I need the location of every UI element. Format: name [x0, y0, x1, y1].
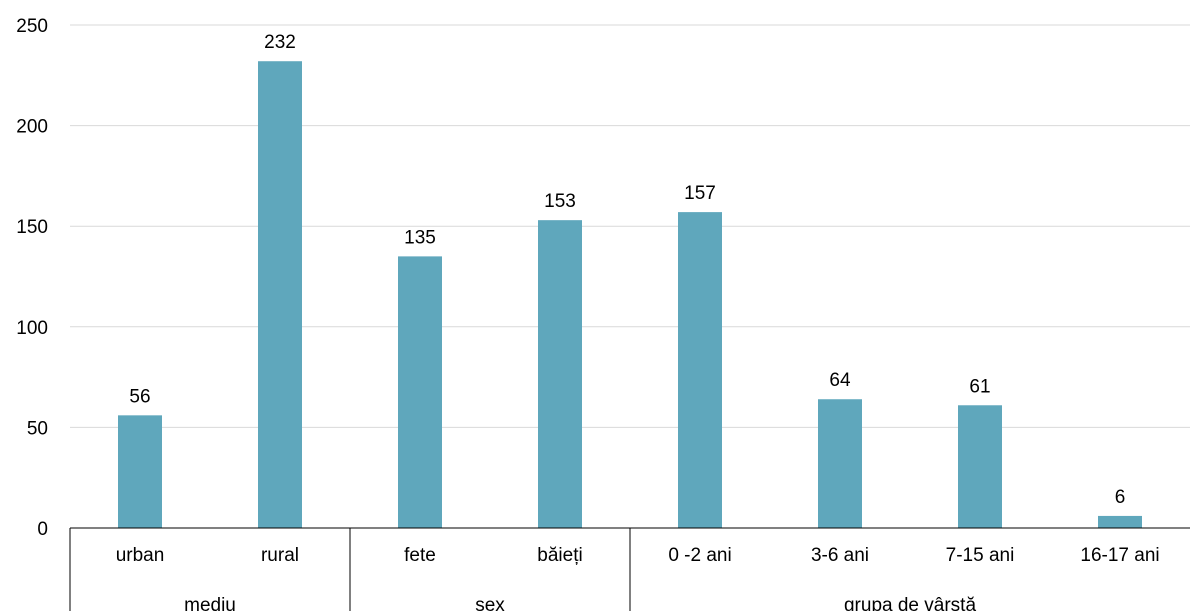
y-tick-label: 200	[16, 117, 48, 138]
bar	[398, 256, 442, 528]
category-label: fete	[404, 545, 436, 566]
category-label: 3-6 ani	[811, 545, 869, 566]
category-axis: urban rural fete băieți 0 -2 ani 3-6 ani 7-15 …	[69, 527, 1190, 611]
bar	[678, 212, 722, 528]
data-label: 64	[829, 370, 851, 391]
bar	[958, 405, 1002, 528]
y-tick-label: 150	[16, 217, 48, 238]
data-label: 56	[129, 386, 150, 407]
bar	[258, 61, 302, 528]
data-label: 135	[404, 227, 436, 248]
group-label: mediu	[184, 595, 236, 611]
category-label: urban	[116, 545, 165, 566]
category-label: 7-15 ani	[946, 545, 1015, 566]
data-label: 157	[684, 183, 716, 204]
data-label: 61	[969, 376, 990, 397]
bar	[538, 220, 582, 528]
y-tick-label: 100	[16, 318, 48, 339]
bar	[818, 399, 862, 528]
category-label: 16-17 ani	[1080, 545, 1159, 566]
group-label: grupa de vârstă	[844, 595, 976, 611]
data-label: 232	[264, 32, 296, 53]
y-tick-label: 250	[16, 16, 48, 37]
category-label: 0 -2 ani	[668, 545, 731, 566]
y-tick-label: 0	[37, 519, 48, 540]
gridlines	[70, 24, 1190, 428]
data-label: 6	[1115, 487, 1126, 508]
y-axis-ticks: 0 50 100 150 200 250	[16, 16, 48, 540]
bar	[1098, 515, 1142, 528]
data-labels: 56 232 135 153 157 64 61 6	[129, 32, 1125, 508]
bars	[118, 61, 1142, 528]
category-label: rural	[261, 545, 299, 566]
bar	[118, 415, 162, 528]
data-label: 153	[544, 191, 576, 212]
y-tick-label: 50	[27, 418, 48, 439]
group-label: sex	[475, 595, 505, 611]
category-label: băieți	[537, 545, 582, 566]
